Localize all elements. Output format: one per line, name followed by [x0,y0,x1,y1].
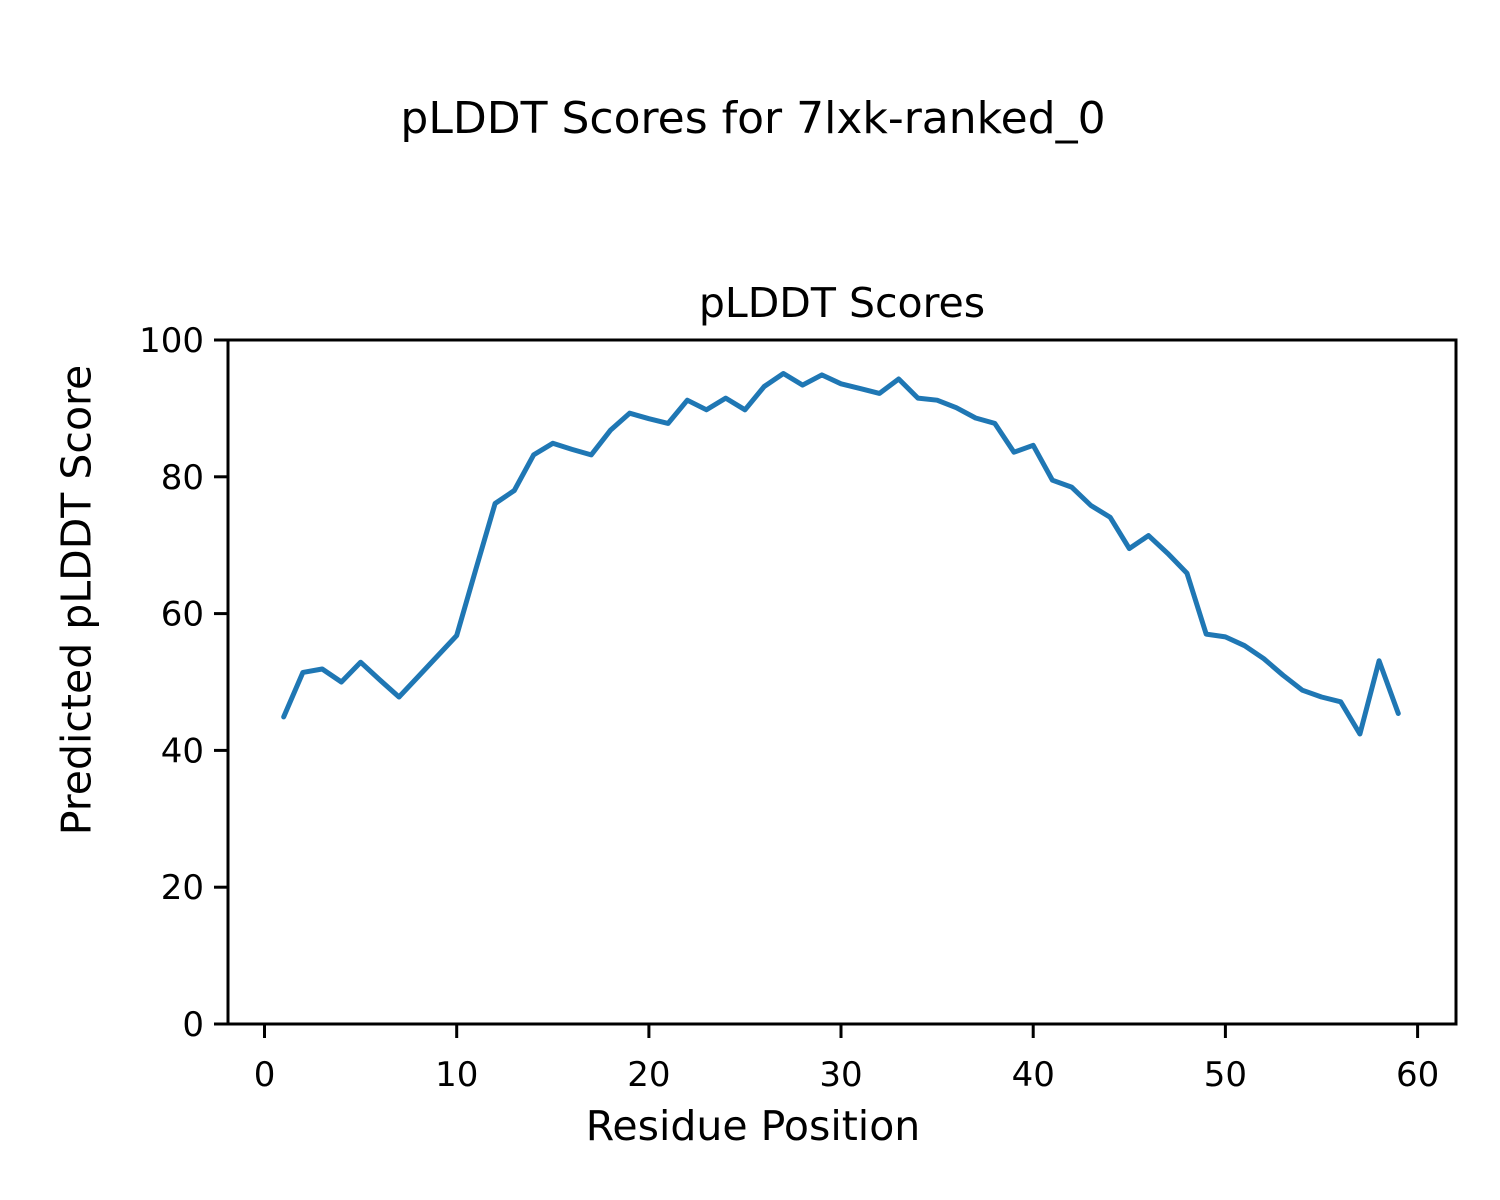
y-axis-label: Predicted pLDDT Score [52,364,101,836]
figure-title: pLDDT Scores for 7lxk-ranked_0 [400,93,1106,144]
y-tick-label: 60 [161,595,204,635]
x-tick-label: 40 [1012,1055,1055,1095]
y-tick: 80 [161,458,228,498]
x-tick-label: 30 [819,1055,862,1095]
x-tick: 60 [1396,1024,1439,1095]
x-tick-label: 50 [1204,1055,1247,1095]
x-tick: 30 [819,1024,863,1095]
y-tick: 40 [161,731,228,771]
y-tick: 100 [139,321,228,361]
x-tick: 20 [627,1024,671,1095]
x-tick-label: 0 [254,1055,276,1095]
x-axis-label: Residue Position [585,1102,921,1150]
y-tick-label: 20 [161,868,204,908]
x-tick: 0 [254,1024,276,1095]
x-tick: 40 [1012,1024,1055,1095]
x-tick: 50 [1204,1024,1247,1095]
x-tick: 10 [435,1024,478,1095]
y-tick-label: 100 [139,321,204,361]
y-tick-label: 40 [161,731,204,771]
y-tick: 60 [161,595,228,635]
y-tick-label: 80 [161,458,204,498]
y-tick-label: 0 [182,1005,204,1045]
y-tick: 0 [182,1005,228,1045]
axes-title: pLDDT Scores [698,279,986,327]
x-tick-label: 60 [1396,1055,1439,1095]
plddt-line [281,371,1401,737]
x-tick-label: 20 [627,1055,670,1095]
y-tick: 20 [161,868,228,908]
x-tick-label: 10 [435,1055,478,1095]
